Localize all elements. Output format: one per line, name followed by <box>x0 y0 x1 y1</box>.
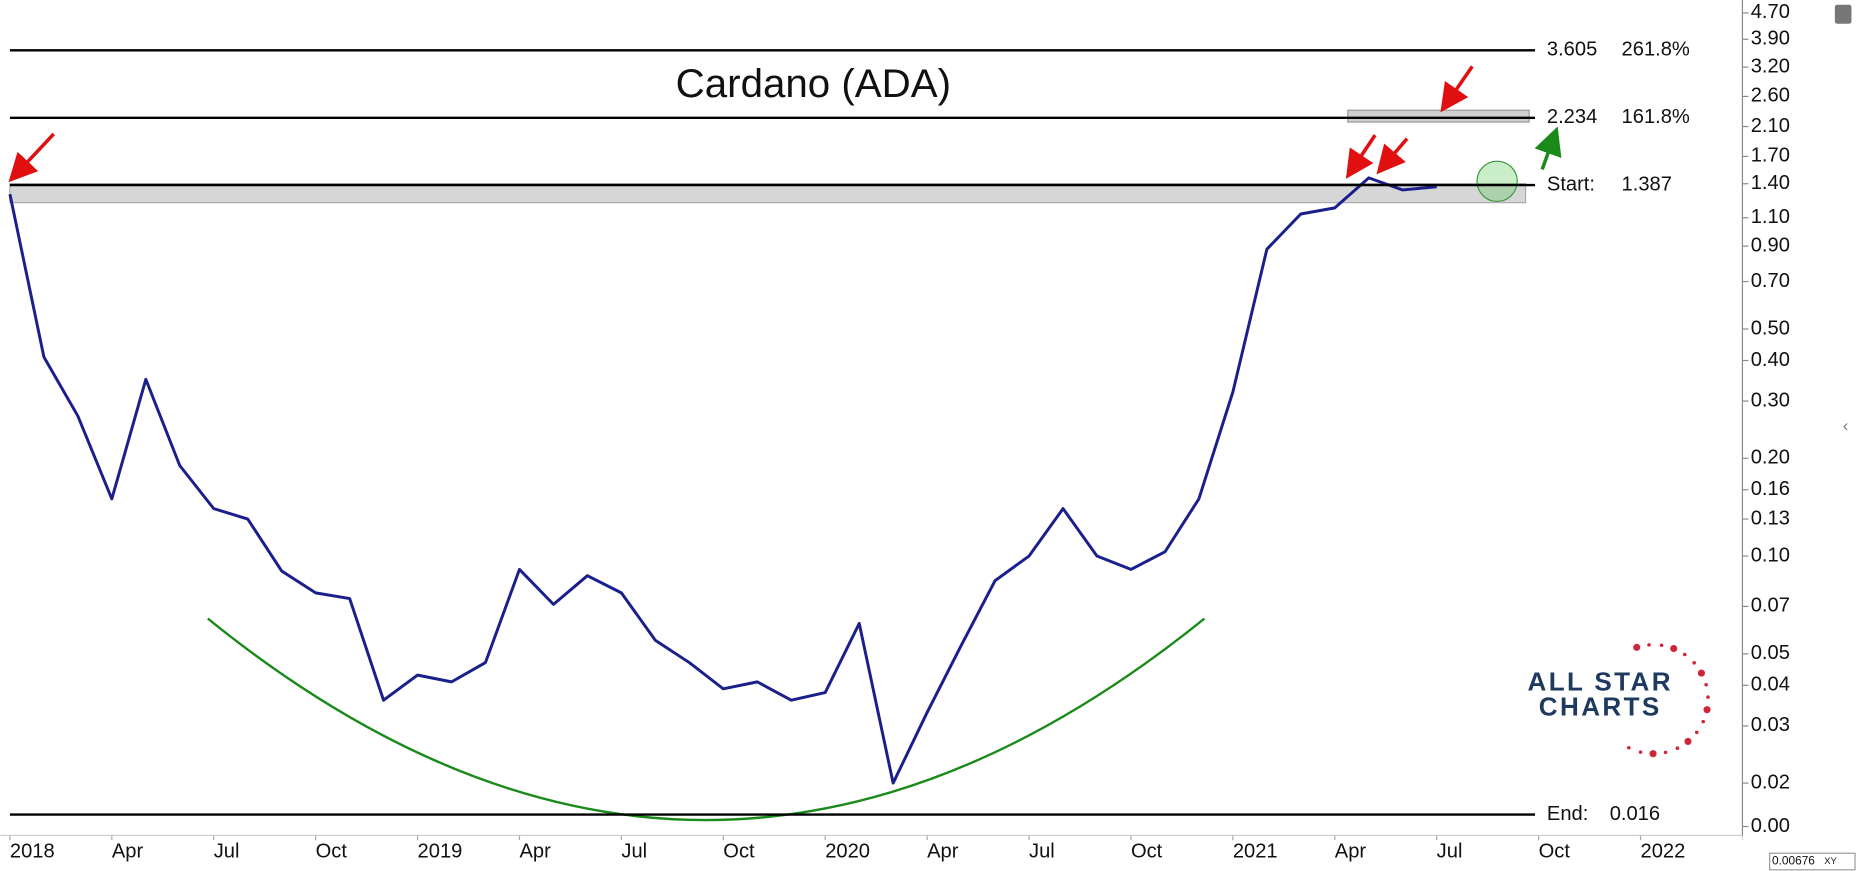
level-value: 1.387 <box>1622 173 1672 195</box>
corner-tag[interactable]: XY <box>1824 856 1837 867</box>
y-tick-label: 0.04 <box>1751 674 1790 696</box>
x-tick-label: Jul <box>1437 840 1463 862</box>
x-tick-label: Jul <box>621 840 647 862</box>
logo-star <box>1703 706 1711 714</box>
y-tick-label: 0.20 <box>1751 447 1790 469</box>
x-axis-labels: 2018 Apr Jul Oct 2019 Apr Jul Oct 2020 Apr Jul Oct 2… <box>9 835 1743 862</box>
x-tick-label: 2018 <box>10 840 55 862</box>
y-tick-label: 4.70 <box>1751 1 1790 23</box>
collapse-arrow[interactable]: ‹ <box>1843 416 1849 435</box>
y-tick-label: 2.10 <box>1751 115 1790 137</box>
x-tick-label: 2020 <box>825 840 870 862</box>
y-tick-label: 0.40 <box>1751 349 1790 371</box>
logo: ALL STAR CHARTS <box>1528 643 1711 758</box>
y-tick-label: 1.40 <box>1751 172 1790 194</box>
logo-text: CHARTS <box>1539 692 1662 722</box>
y-tick-label: 0.10 <box>1751 544 1790 566</box>
logo-star <box>1692 661 1696 665</box>
logo-star <box>1675 746 1680 750</box>
y-tick-label: 0.50 <box>1751 317 1790 339</box>
y-tick-label: 3.20 <box>1751 55 1790 77</box>
y-tick-label: 0.16 <box>1751 478 1790 500</box>
logo-star <box>1701 719 1705 724</box>
logo-star <box>1697 669 1705 677</box>
level-value: 3.605 <box>1547 39 1597 61</box>
x-tick-label: Apr <box>1335 840 1367 862</box>
lock-icon[interactable] <box>1834 4 1852 24</box>
logo-star <box>1638 750 1643 754</box>
logo-star <box>1706 695 1710 699</box>
y-tick-label: 3.90 <box>1751 28 1790 50</box>
resistance-zone <box>1347 109 1530 123</box>
chart-title: Cardano (ADA) <box>676 61 951 106</box>
level-value: 0.016 <box>1610 803 1660 825</box>
logo-text: ALL STAR <box>1528 667 1673 697</box>
logo-star <box>1647 643 1651 647</box>
y-tick-label: 0.07 <box>1751 595 1790 617</box>
y-tick-label: 0.13 <box>1751 507 1790 529</box>
level-name: End: <box>1547 803 1588 825</box>
y-tick-label: 0.70 <box>1751 270 1790 292</box>
x-tick-label: Oct <box>1539 840 1571 862</box>
red-arrow <box>8 132 56 183</box>
y-tick-label: 0.30 <box>1751 389 1790 411</box>
y-tick-label: 0.05 <box>1751 642 1790 664</box>
x-tick-label: 2019 <box>418 840 463 862</box>
red-arrow <box>1345 134 1377 179</box>
cup-arc <box>207 617 1206 822</box>
y-tick-label: 0.00 <box>1751 815 1790 837</box>
x-tick-label: 2022 <box>1641 840 1686 862</box>
logo-star <box>1663 750 1668 755</box>
level-value: 2.234 <box>1547 106 1597 128</box>
highlight-circle <box>1476 160 1518 203</box>
x-tick-label: Apr <box>112 840 144 862</box>
y-tick-label: 2.60 <box>1751 85 1790 107</box>
red-arrow <box>1440 65 1474 113</box>
x-tick-label: Oct <box>1131 840 1163 862</box>
logo-star <box>1694 730 1699 735</box>
level-note: 161.8% <box>1622 106 1690 128</box>
price-line <box>8 176 1437 785</box>
red-arrow <box>1376 137 1409 175</box>
logo-star <box>1627 745 1631 750</box>
y-tick-label: 1.70 <box>1751 145 1790 167</box>
y-tick-label: 0.03 <box>1751 714 1790 736</box>
x-tick-label: Oct <box>316 840 348 862</box>
x-tick-label: Jul <box>1029 840 1055 862</box>
x-tick-label: Jul <box>214 840 240 862</box>
logo-star <box>1704 682 1708 687</box>
logo-star <box>1649 750 1657 758</box>
y-tick-label: 1.10 <box>1751 206 1790 228</box>
x-tick-label: Apr <box>519 840 551 862</box>
green-arrow <box>1534 126 1562 171</box>
x-tick-label: 2021 <box>1233 840 1278 862</box>
corner-label: 0.00676 <box>1772 854 1815 868</box>
logo-star <box>1682 652 1687 657</box>
y-tick-label: 0.90 <box>1751 234 1790 256</box>
logo-star <box>1659 643 1664 648</box>
corner-box <box>1769 852 1856 871</box>
y-tick-label: 0.02 <box>1751 771 1790 793</box>
logo-star <box>1684 737 1692 745</box>
logo-star <box>1633 643 1641 651</box>
logo-star <box>1670 644 1678 653</box>
level-note: 261.8% <box>1622 39 1690 61</box>
level-name: Start: <box>1547 173 1595 195</box>
x-tick-label: Oct <box>723 840 755 862</box>
x-tick-label: Apr <box>927 840 959 862</box>
start-zone <box>9 183 1527 204</box>
